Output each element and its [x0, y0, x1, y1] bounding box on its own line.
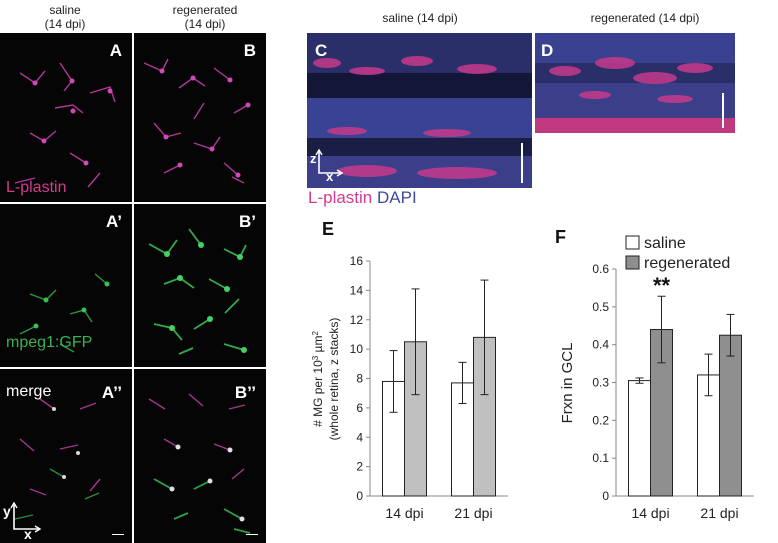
y-tick-label: 0.6: [592, 262, 609, 276]
header-saline-dpi: (14 dpi): [44, 17, 86, 31]
y-tick-label: 8: [356, 372, 363, 386]
panel-letter-b-double-prime: B’’: [234, 383, 256, 402]
y-tick-label: 0.1: [592, 451, 609, 465]
microglia-merge-b: [148, 393, 251, 534]
category-label: 14 dpi: [385, 505, 423, 521]
y-axis-label-line2: (whole retina, z stacks): [327, 318, 341, 441]
micrograph-b: B: [134, 33, 266, 202]
legend-label: saline: [644, 235, 686, 252]
micrograph-c: C z x: [307, 33, 532, 188]
channel-legend: L-plastin DAPI: [308, 188, 417, 208]
header-d: regenerated (14 dpi): [590, 11, 700, 25]
micrograph-b-double-prime: B’’: [134, 369, 266, 543]
axis-label-x: x: [24, 526, 32, 542]
panel-letter-e: E: [322, 219, 335, 239]
panel-letter-a-prime: A’: [105, 212, 122, 231]
y-tick-label: 0.2: [592, 413, 609, 427]
microglia-merge-a: [14, 398, 101, 520]
legend-swatch: [625, 235, 640, 250]
axis-label-z: z: [310, 151, 317, 166]
panel-letter-b-prime: B’: [239, 212, 256, 231]
y-tick-label: 10: [350, 342, 364, 356]
y-tick-label: 0: [356, 489, 363, 503]
header-regenerated-dpi: (14 dpi): [184, 17, 226, 31]
zx-axis-icon: [315, 148, 344, 177]
y-axis-label: Frxn in GCL: [559, 343, 576, 424]
y-tick-label: 0.3: [592, 376, 609, 390]
y-tick-label: 12: [350, 313, 364, 327]
panel-letter-d: D: [541, 41, 554, 60]
bar: [719, 334, 742, 497]
channel-label-merge: merge: [6, 383, 52, 400]
legend-swatch: [625, 255, 640, 270]
category-label: 14 dpi: [631, 505, 669, 521]
header-regenerated-name: regenerated: [172, 3, 238, 17]
y-tick-label: 0.5: [592, 300, 609, 314]
micrograph-d: D: [535, 33, 735, 133]
category-label: 21 dpi: [454, 505, 492, 521]
y-tick-label: 16: [350, 254, 364, 268]
cross-section-d: [535, 33, 735, 133]
axis-label-y: y: [3, 503, 11, 519]
y-axis-label: # MG per 103 µm2: [311, 331, 326, 427]
panel-letter-a: A: [109, 41, 122, 60]
chart-f: 0 0.1 0.2 0.3 0.4 0.5 0.6 14 dpi 21 dpi Frxn in G…: [559, 235, 754, 521]
panel-letter-c: C: [315, 41, 328, 60]
header-saline-name: saline: [49, 3, 81, 17]
legend-label: regenerated: [644, 255, 730, 272]
y-tick-label: 0.4: [592, 338, 609, 352]
panel-letter-f: F: [555, 227, 566, 247]
header-regenerated: regenerated (14 dpi): [145, 3, 265, 31]
panel-letter-b: B: [243, 41, 256, 60]
micrograph-a-prime: A’ mpeg1:GFP: [0, 204, 132, 367]
bar: [628, 380, 651, 497]
micrograph-b-prime: B’: [134, 204, 266, 367]
y-tick-label: 4: [356, 430, 363, 444]
y-tick-label: 14: [350, 283, 364, 297]
chart-e: 0 2 4 6 8 10 12 14 16 14 dpi 21 dpi # MG per 103 µm…: [311, 254, 508, 521]
cross-section-c: [307, 33, 532, 188]
microglia-green-b: [148, 228, 247, 355]
microglia-magenta-a: [14, 62, 116, 188]
legend-lplastin: L-plastin: [308, 188, 373, 207]
significance-annotation: **: [653, 273, 671, 298]
scale-bar-b: [246, 534, 258, 535]
header-saline: saline (14 dpi): [10, 3, 120, 31]
header-c: saline (14 dpi): [382, 11, 458, 25]
channel-label-lplastin: L-plastin: [6, 179, 67, 196]
microglia-green-a: [19, 273, 110, 353]
xy-axis-icon: [10, 501, 42, 533]
micrograph-a: A L-plastin: [0, 33, 132, 202]
y-tick-label: 2: [356, 460, 363, 474]
y-tick-label: 6: [356, 401, 363, 415]
channel-label-gfp: mpeg1:GFP: [6, 334, 93, 351]
microglia-magenta-b: [143, 58, 251, 184]
scale-bar-a: [112, 534, 124, 535]
y-tick-label: 0: [602, 489, 609, 503]
panel-letter-a-double-prime: A’’: [101, 383, 122, 402]
category-label: 21 dpi: [700, 505, 738, 521]
axis-label-x-c: x: [326, 169, 334, 184]
micrograph-a-double-prime: A’’ merge y x: [0, 369, 132, 543]
legend-dapi: DAPI: [377, 188, 417, 207]
